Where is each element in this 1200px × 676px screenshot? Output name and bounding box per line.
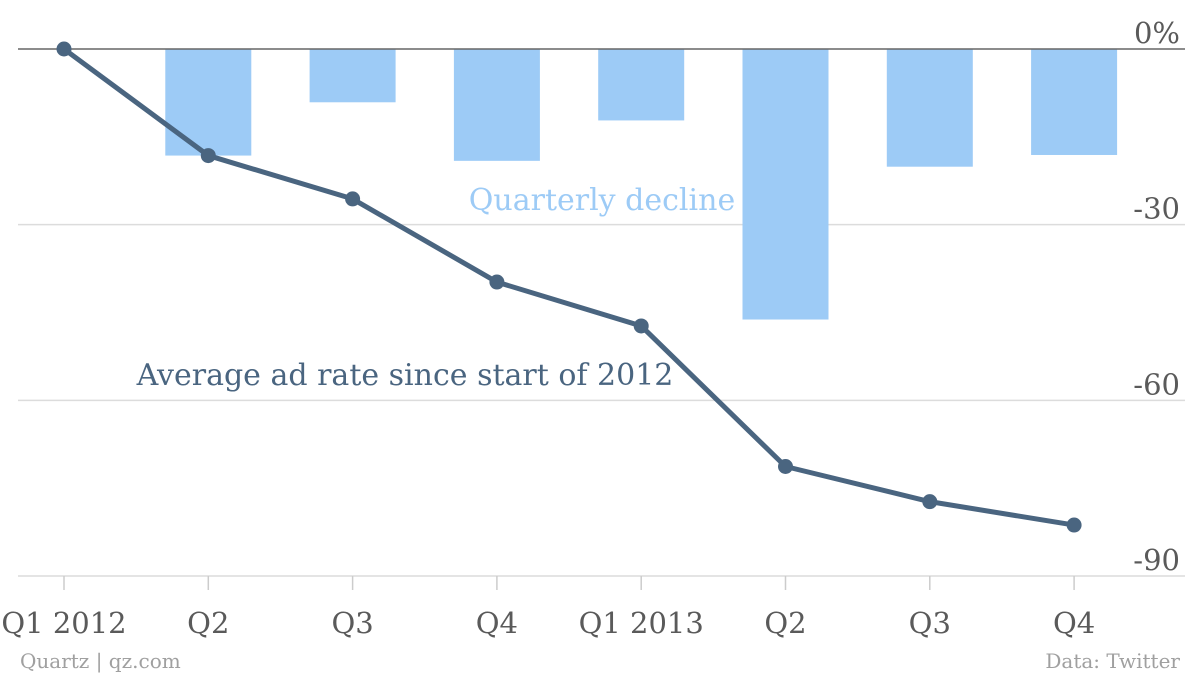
x-axis-labels: Q1 2012 Q2 Q3 Q4 Q1 2013 Q2 Q3 Q4 (1, 576, 1095, 640)
bar (309, 49, 396, 103)
x-tick-label: Q4 (476, 606, 518, 640)
x-tick-label: Q3 (331, 606, 373, 640)
line-point (1066, 517, 1082, 533)
x-tick-label: Q1 2012 (1, 606, 126, 640)
bar-series (165, 49, 1118, 320)
bar (742, 49, 829, 320)
footer-source-left: Quartz | qz.com (20, 649, 181, 674)
x-tick-label: Q4 (1053, 606, 1095, 640)
line-point (345, 191, 361, 207)
line-series (56, 41, 1082, 533)
footer-source-right: Data: Twitter (1045, 649, 1180, 673)
x-tick-label: Q2 (764, 606, 806, 640)
line-series-label: Average ad rate since start of 2012 (136, 358, 674, 393)
line-point (56, 41, 72, 57)
grid-lines (18, 223, 1185, 577)
line-point (633, 318, 649, 334)
x-tick-label: Q1 2013 (579, 606, 704, 640)
bar (886, 49, 973, 167)
x-tick-label: Q3 (909, 606, 951, 640)
bar (1031, 49, 1118, 155)
y-axis-labels: 0% -30 -60 -90 (1133, 16, 1180, 577)
bar-series-label: Quarterly decline (469, 183, 735, 218)
y-tick-label: -60 (1133, 367, 1180, 401)
line-point (778, 459, 793, 475)
line-path (61, 46, 1077, 528)
y-tick-label: -90 (1133, 543, 1180, 577)
line-point (200, 148, 216, 164)
bar (453, 49, 540, 161)
line-point (489, 274, 505, 290)
line-point (922, 494, 938, 510)
bar (165, 49, 252, 156)
bar (598, 49, 685, 121)
y-tick-label: 0% (1134, 16, 1180, 50)
y-tick-label: -30 (1133, 192, 1180, 226)
x-tick-label: Q2 (187, 606, 229, 640)
